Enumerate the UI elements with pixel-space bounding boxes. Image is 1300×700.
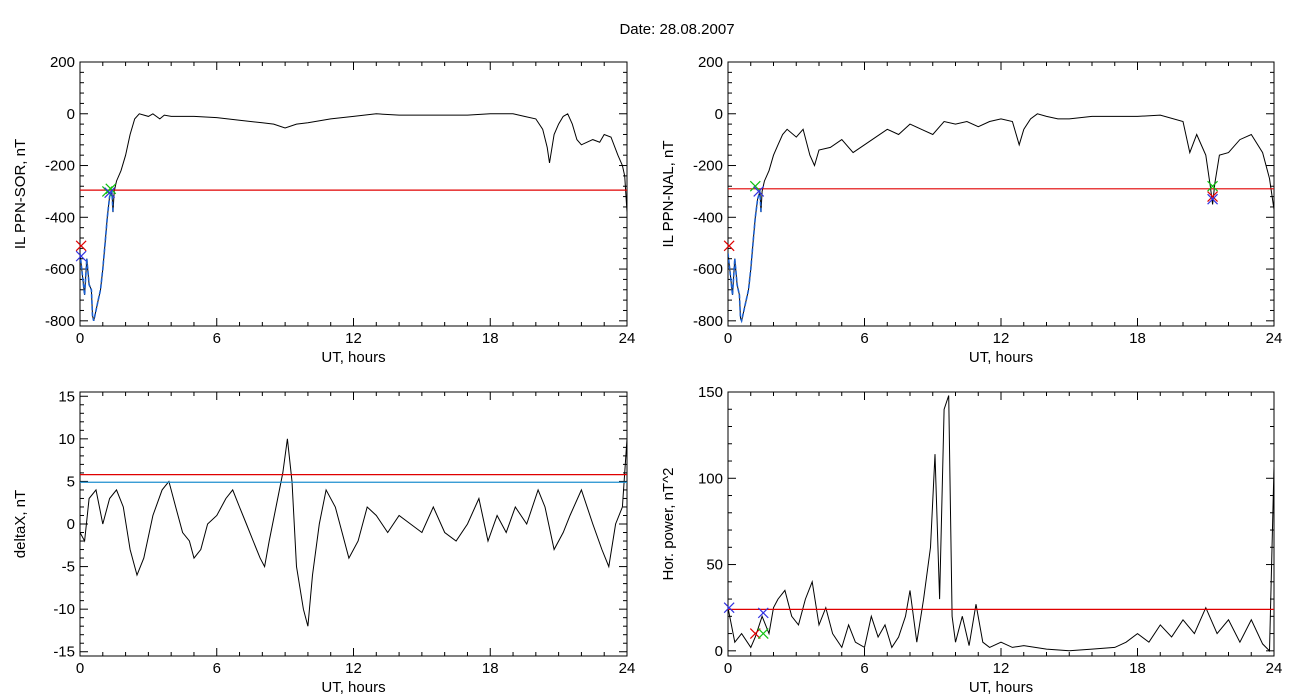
il-sor-marker-blue — [104, 187, 116, 199]
il-nal-axes-frame — [727, 61, 1275, 327]
panel-il-nal-xlabel: UT, hours — [969, 349, 1033, 366]
il-nal-xtick-label: 24 — [1266, 330, 1283, 347]
il-sor-ytick-label: -600 — [45, 261, 75, 278]
il-nal-marker-green — [749, 180, 761, 192]
il-sor-xtick-label: 0 — [76, 330, 84, 347]
deltax-xtick-label: 6 — [213, 660, 221, 677]
panel-il-sor-xlabel: UT, hours — [321, 349, 385, 366]
panel-deltax-xlabel: UT, hours — [321, 679, 385, 696]
panel-deltax-ylabel: deltaX, nT — [12, 490, 29, 558]
il-sor-marker-green — [105, 183, 117, 195]
hor-power-ytick-label: 50 — [706, 557, 723, 574]
il-sor-xtick-label: 18 — [482, 330, 499, 347]
il-sor-ytick-label: -200 — [45, 158, 75, 175]
deltax-xtick-label: 12 — [345, 660, 362, 677]
panel-hor-power-xlabel: UT, hours — [969, 679, 1033, 696]
hor-power-xtick-label: 6 — [860, 660, 868, 677]
hor-power-series-line — [728, 395, 1274, 652]
il-nal-xtick-label: 0 — [724, 330, 732, 347]
deltax-xtick-label: 18 — [482, 660, 499, 677]
hor-power-marker-green — [757, 628, 769, 639]
hor-power-xtick-label: 12 — [993, 660, 1010, 677]
hor-power-xtick-label: 18 — [1129, 660, 1146, 677]
hor-power-xtick-label: 0 — [724, 660, 732, 677]
il-nal-marker-blue — [753, 185, 765, 197]
deltax-ytick-label: 15 — [58, 388, 75, 405]
panel-il-sor: IL PPN-SOR, nT UT, hours 0 6 12 18 24 -800 -60… — [12, 54, 635, 366]
deltax-ytick-label: 0 — [67, 516, 75, 533]
il-sor-ytick-label: -400 — [45, 209, 75, 226]
il-nal-marker-red — [1207, 191, 1218, 203]
il-nal-highlight-segment — [728, 191, 762, 324]
il-nal-ytick-label: -600 — [693, 261, 723, 278]
deltax-xtick-label: 24 — [619, 660, 636, 677]
il-sor-xtick-label: 24 — [619, 330, 636, 347]
il-nal-marker-red — [723, 240, 735, 252]
il-nal-xtick-label: 12 — [993, 330, 1010, 347]
hor-power-xtick-label: 24 — [1266, 660, 1283, 677]
panel-il-nal: IL PPN-NAL, nT UT, hours 0 6 12 18 24 -800 -60… — [660, 54, 1282, 366]
deltax-series-line — [80, 438, 627, 627]
il-nal-ytick-label: -200 — [693, 158, 723, 175]
il-sor-highlight-segment — [80, 191, 114, 321]
hor-power-ytick-label: 150 — [698, 384, 723, 401]
il-sor-axes-frame — [79, 61, 628, 327]
hor-power-ytick-label: 100 — [698, 470, 723, 487]
figure-title: Date: 28.08.2007 — [619, 21, 734, 38]
deltax-axes-frame — [79, 391, 628, 657]
panel-il-nal-ylabel: IL PPN-NAL, nT — [660, 141, 677, 248]
il-nal-series-line — [728, 113, 1274, 323]
deltax-ytick-label: -10 — [53, 601, 75, 618]
il-nal-ytick-label: -800 — [693, 313, 723, 330]
hor-power-marker-blue — [723, 602, 735, 614]
il-sor-ytick-label: -800 — [45, 313, 75, 330]
il-nal-ytick-label: 0 — [715, 106, 723, 123]
il-nal-xtick-label: 18 — [1129, 330, 1146, 347]
il-nal-marker-blue — [1207, 193, 1218, 205]
il-sor-xtick-label: 6 — [213, 330, 221, 347]
deltax-ytick-label: 5 — [67, 473, 75, 490]
il-nal-ytick-label: -400 — [693, 209, 723, 226]
deltax-ytick-label: -5 — [62, 559, 75, 576]
il-nal-ytick-label: 200 — [698, 54, 723, 71]
panel-hor-power-ylabel: Hor. power, nT^2 — [660, 468, 677, 581]
il-sor-ytick-label: 200 — [50, 54, 75, 71]
il-sor-ytick-label: 0 — [67, 106, 75, 123]
il-nal-marker-green — [1207, 180, 1218, 192]
il-sor-series-line — [80, 113, 627, 321]
panel-il-sor-ylabel: IL PPN-SOR, nT — [12, 139, 29, 249]
il-sor-marker-blue — [75, 250, 87, 262]
il-sor-marker-red — [75, 240, 87, 252]
deltax-xtick-label: 0 — [76, 660, 84, 677]
panel-deltax: deltaX, nT UT, hours 0 6 12 18 24 -15 -10 -5 0 5 1… — [12, 388, 635, 696]
hor-power-marker-red — [749, 628, 761, 639]
il-nal-xtick-label: 6 — [860, 330, 868, 347]
hor-power-marker-blue — [757, 607, 769, 619]
deltax-ytick-label: 10 — [58, 431, 75, 448]
panel-hor-power: Hor. power, nT^2 UT, hours 0 6 12 18 24 0 50 10… — [660, 384, 1282, 696]
hor-power-ytick-label: 0 — [715, 643, 723, 660]
il-sor-xtick-label: 12 — [345, 330, 362, 347]
hor-power-axes-frame — [727, 391, 1275, 657]
deltax-ytick-label: -15 — [53, 644, 75, 661]
